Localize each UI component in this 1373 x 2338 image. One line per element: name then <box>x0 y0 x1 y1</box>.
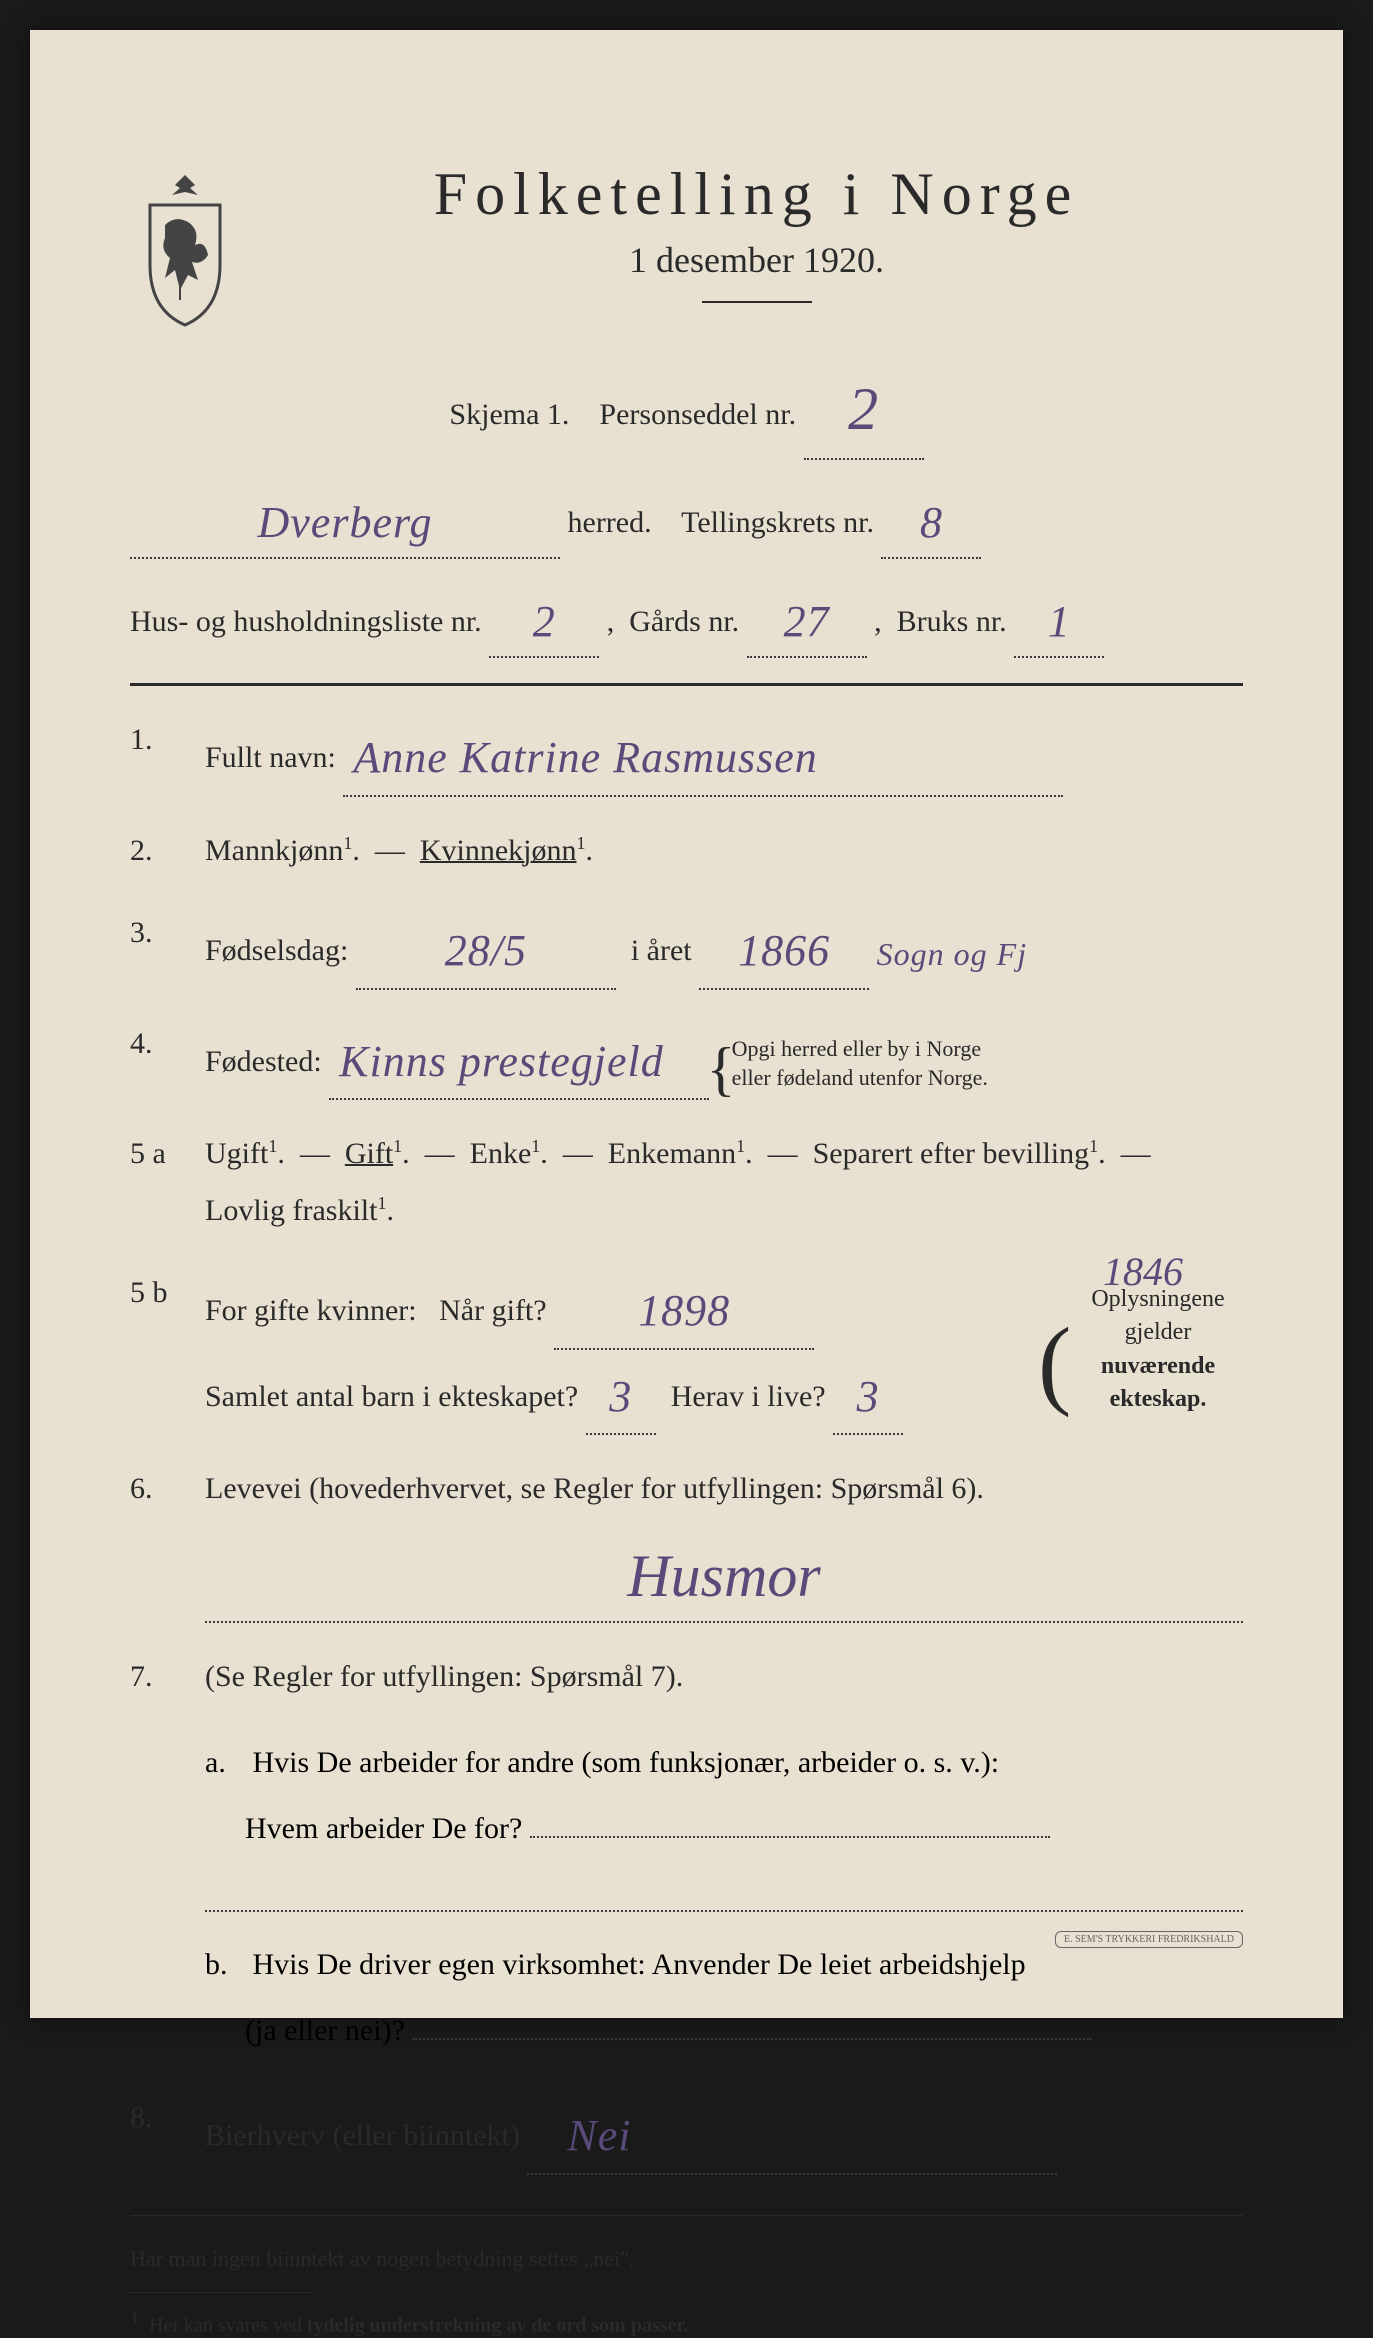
husliste-line: Hus- og husholdningsliste nr. 2 , Gårds … <box>130 577 1243 658</box>
q3: 3. Fødselsdag: 28/5 i året 1866 Sogn og … <box>130 904 1243 990</box>
q5b-barn: 3 <box>609 1372 632 1421</box>
q5a-opt1: Ugift <box>205 1137 268 1170</box>
q5b-note3: ekteskap. <box>1110 1386 1207 1412</box>
q7a-q: Hvem arbeider De for? <box>245 1812 522 1845</box>
q4-note: Opgi herred eller by i Norge eller fødel… <box>732 1035 988 1092</box>
q4: 4. Fødested: Kinns prestegjeld Opgi herr… <box>130 1015 1243 1101</box>
footnote-text: Her kan svares ved <box>149 2315 302 2337</box>
printer-stamp: E. SEM'S TRYKKERI FREDRIKSHALD <box>1055 1931 1243 1948</box>
q5a-opt2: Gift <box>345 1137 393 1170</box>
q5a-opt3: Enke <box>470 1137 532 1170</box>
q7a-label: Hvis De arbeider for andre (som funksjon… <box>253 1746 1000 1779</box>
q3-year: 1866 <box>738 926 830 975</box>
q7b-q: (ja eller nei)? <box>245 2014 405 2047</box>
q1-value: Anne Katrine Rasmussen <box>353 733 817 782</box>
q5a: 5 a Ugift1. — Gift1. — Enke1. — Enkemann… <box>130 1125 1243 1239</box>
q4-note-line2: eller fødeland utenfor Norge. <box>732 1065 988 1090</box>
q5b-q3: Herav i live? <box>671 1380 826 1413</box>
q4-label: Fødested: <box>205 1045 322 1078</box>
q4-number: 4. <box>130 1015 185 1101</box>
tellingskrets-label: Tellingskrets nr. <box>681 506 874 539</box>
bruks-label: Bruks nr. <box>897 605 1007 638</box>
q3-label: Fødselsdag: <box>205 934 348 967</box>
schema-line: Skjema 1. Personseddel nr. 2 <box>130 350 1243 460</box>
q5a-number: 5 a <box>130 1125 185 1239</box>
footnote-divider <box>130 2292 310 2293</box>
herred-label: herred. <box>568 506 652 539</box>
husliste-label: Hus- og husholdningsliste nr. <box>130 605 482 638</box>
q5a-opt5: Separert efter bevilling <box>813 1137 1090 1170</box>
title-divider <box>702 301 812 303</box>
q7-number: 7. <box>130 1648 185 1705</box>
gards-label: Gårds nr. <box>629 605 739 638</box>
q5b-number: 5 b <box>130 1264 185 1435</box>
q3-number: 3. <box>130 904 185 990</box>
q1-label: Fullt navn: <box>205 741 336 774</box>
q7b: b. Hvis De driver egen virksomhet: Anven… <box>205 1932 1243 2064</box>
herred-value: Dverberg <box>258 498 433 547</box>
q4-value: Kinns prestegjeld <box>339 1037 664 1086</box>
personseddel-value: 2 <box>848 376 879 442</box>
footer-note: Har man ingen biinntekt av nogen betydni… <box>130 2246 1243 2272</box>
q5a-opt6: Lovlig fraskilt <box>205 1194 377 1227</box>
q7: 7. (Se Regler for utfyllingen: Spørsmål … <box>130 1648 1243 1705</box>
q6-number: 6. <box>130 1460 185 1517</box>
q7-label: (Se Regler for utfyllingen: Spørsmål 7). <box>205 1660 683 1693</box>
q5b: 5 b For gifte kvinner: Når gift? 1898 Sa… <box>130 1264 1243 1435</box>
q3-year-label: i året <box>631 934 692 967</box>
q7a-letter: a. <box>205 1730 245 1796</box>
q6-label: Levevei (hovederhvervet, se Regler for u… <box>205 1472 984 1505</box>
personseddel-label: Personseddel nr. <box>599 398 796 431</box>
q6-answer-line: Husmor <box>205 1542 1243 1623</box>
q3-day: 28/5 <box>445 926 527 975</box>
header: Folketelling i Norge 1 desember 1920. <box>130 170 1243 330</box>
footer-divider <box>130 2215 1243 2216</box>
main-title: Folketelling i Norge <box>270 160 1243 229</box>
herred-line: Dverberg herred. Tellingskrets nr. 8 <box>130 478 1243 559</box>
footnote-bold: tydelig understrekning av de ord som pas… <box>307 2315 689 2337</box>
q5b-note2: gjelder nuværende <box>1101 1319 1215 1379</box>
footnote: 1 Her kan svares ved tydelig understrekn… <box>130 2308 1243 2338</box>
husliste-value: 2 <box>533 597 556 646</box>
q7a-answer-line <box>205 1882 1243 1912</box>
q8-label: Bierhverv (eller biinntekt) <box>205 2119 520 2152</box>
q2: 2. Mannkjønn1. — Kvinnekjønn1. <box>130 822 1243 879</box>
census-form-page: Folketelling i Norge 1 desember 1920. Sk… <box>30 30 1343 2018</box>
q7b-label: Hvis De driver egen virksomhet: Anvender… <box>253 1948 1026 1981</box>
q6: 6. Levevei (hovederhvervet, se Regler fo… <box>130 1460 1243 1517</box>
q1: 1. Fullt navn: Anne Katrine Rasmussen <box>130 711 1243 797</box>
norwegian-crest-icon <box>130 170 240 330</box>
gards-value: 27 <box>784 597 830 646</box>
tellingskrets-value: 8 <box>920 498 943 547</box>
schema-label: Skjema 1. <box>449 398 569 431</box>
q8: 8. Bierhverv (eller biinntekt) Nei <box>130 2089 1243 2175</box>
q2-opt2: Kvinnekjønn <box>420 834 577 867</box>
q5b-q1: Når gift? <box>439 1294 546 1327</box>
q5b-extra: 1846 <box>1103 1234 1183 1310</box>
bruks-value: 1 <box>1048 597 1071 646</box>
q7b-letter: b. <box>205 1932 245 1998</box>
q3-extra: Sogn og Fj <box>877 936 1027 972</box>
q5b-label: For gifte kvinner: <box>205 1294 417 1327</box>
q5b-year: 1898 <box>638 1286 730 1335</box>
section-divider <box>130 683 1243 686</box>
q5b-live: 3 <box>857 1372 880 1421</box>
q7a: a. Hvis De arbeider for andre (som funks… <box>205 1730 1243 1862</box>
q2-number: 2. <box>130 822 185 879</box>
q5b-q2: Samlet antal barn i ekteskapet? <box>205 1380 578 1413</box>
subtitle: 1 desember 1920. <box>270 239 1243 281</box>
q6-value: Husmor <box>627 1543 820 1609</box>
q2-opt1: Mannkjønn <box>205 834 343 867</box>
title-block: Folketelling i Norge 1 desember 1920. <box>270 160 1243 323</box>
q1-number: 1. <box>130 711 185 797</box>
footnote-num: 1 <box>130 2308 139 2328</box>
crest-svg <box>130 170 240 330</box>
q8-number: 8. <box>130 2089 185 2175</box>
q8-value: Nei <box>567 2111 631 2160</box>
q5a-opt4: Enkemann <box>608 1137 736 1170</box>
q4-note-line1: Opgi herred eller by i Norge <box>732 1036 981 1061</box>
